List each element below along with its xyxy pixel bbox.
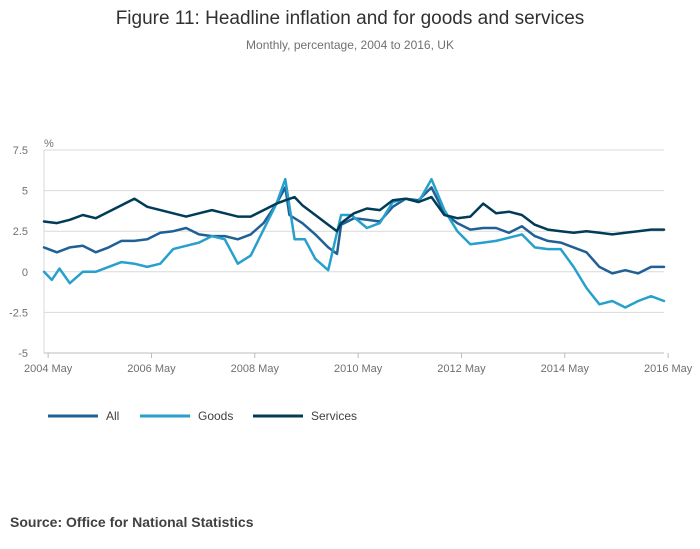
legend: All Goods Services bbox=[48, 409, 357, 423]
x-tick-label: 2006 May bbox=[127, 363, 176, 375]
y-axis-label: % bbox=[44, 138, 54, 150]
x-tick-label: 2014 May bbox=[541, 363, 590, 375]
x-tick-label: 2016 May bbox=[644, 363, 693, 375]
series-lines bbox=[42, 177, 666, 309]
x-axis: 2004 May 2006 May 2008 May 2010 May 2012 May… bbox=[24, 353, 693, 375]
series-line-goods bbox=[42, 177, 666, 309]
series-line-services bbox=[42, 195, 666, 236]
y-axis: 7.5 5 2.5 0 -2.5 -5 bbox=[9, 145, 28, 360]
y-tick-label: -2.5 bbox=[9, 307, 28, 319]
y-tick-label: -5 bbox=[18, 348, 28, 360]
grid-lines bbox=[43, 149, 664, 354]
y-tick-label: 0 bbox=[22, 267, 28, 279]
y-tick-label: 5 bbox=[22, 186, 28, 198]
legend-label-goods: Goods bbox=[198, 409, 233, 423]
source-note: Source: Office for National Statistics bbox=[10, 514, 254, 530]
y-tick-label: 2.5 bbox=[13, 226, 28, 238]
chart-title: Figure 11: Headline inflation and for go… bbox=[115, 8, 585, 29]
chart-subtitle: Monthly, percentage, 2004 to 2016, UK bbox=[246, 38, 454, 52]
y-tick-label: 7.5 bbox=[13, 145, 28, 157]
legend-label-services: Services bbox=[311, 409, 357, 423]
x-tick-label: 2004 May bbox=[24, 363, 73, 375]
x-tick-label: 2012 May bbox=[437, 363, 486, 375]
legend-label-all: All bbox=[106, 409, 119, 423]
x-tick-label: 2010 May bbox=[334, 363, 383, 375]
x-tick-label: 2008 May bbox=[231, 363, 280, 375]
